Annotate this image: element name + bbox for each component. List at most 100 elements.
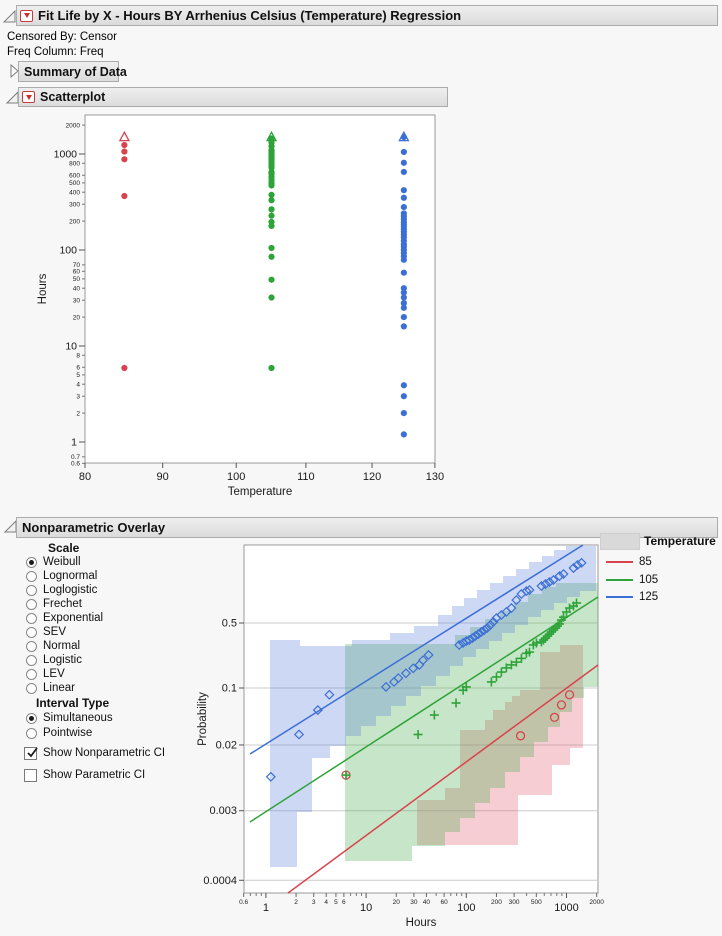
legend-entry-85[interactable]: 85 (606, 555, 652, 569)
nonparametric-overlay-title: Nonparametric Overlay (22, 520, 166, 535)
prob-x-axis-label: Hours (406, 917, 437, 929)
svg-text:20: 20 (393, 899, 401, 906)
radio-frechet[interactable]: Frechet (26, 597, 82, 611)
radio-icon[interactable] (26, 612, 37, 624)
radio-label: Logistic (43, 654, 82, 666)
censored-marker (118, 130, 130, 142)
svg-text:0.5: 0.5 (222, 618, 237, 630)
svg-text:0.6: 0.6 (239, 899, 248, 906)
svg-text:1: 1 (71, 437, 77, 449)
disclosure-closed-icon[interactable] (7, 63, 21, 78)
radio-icon[interactable] (26, 626, 37, 638)
scatter-points-125[interactable] (398, 130, 410, 438)
svg-text:2: 2 (294, 899, 298, 906)
censored-by-label: Censored By: Censor (7, 31, 117, 43)
svg-text:2: 2 (76, 410, 80, 417)
svg-text:0.003: 0.003 (209, 805, 237, 817)
summary-of-data-bar[interactable]: Summary of Data (18, 61, 127, 82)
svg-text:70: 70 (73, 262, 81, 269)
legend-line-swatch (606, 596, 633, 598)
radio-icon[interactable] (26, 712, 37, 724)
checkbox-show-parametric-ci[interactable]: Show Parametric CI (24, 768, 145, 782)
censored-marker (265, 130, 278, 142)
summary-of-data-title: Summary of Data (24, 64, 127, 79)
legend-line-swatch (606, 578, 633, 581)
radio-label: Pointwise (43, 727, 93, 739)
svg-text:1: 1 (263, 902, 269, 914)
scatter-points-85[interactable] (118, 130, 130, 372)
checkbox-icon[interactable] (24, 746, 38, 760)
disclosure-open-icon[interactable] (3, 9, 17, 24)
radio-icon[interactable] (26, 598, 37, 610)
nonparametric-overlay-bar[interactable]: Nonparametric Overlay (16, 517, 718, 538)
radio-simultaneous[interactable]: Simultaneous (26, 711, 113, 725)
svg-text:40: 40 (423, 899, 431, 906)
radio-weibull[interactable]: Weibull (26, 555, 81, 569)
svg-text:10: 10 (65, 341, 77, 353)
svg-text:100: 100 (457, 902, 475, 914)
radio-normal[interactable]: Normal (26, 639, 80, 653)
svg-text:110: 110 (297, 471, 315, 483)
red-triangle-menu-icon[interactable] (20, 9, 33, 22)
page-title: Fit Life by X - Hours BY Arrhenius Celsi… (38, 8, 462, 23)
svg-text:80: 80 (79, 471, 91, 483)
radio-label: Frechet (43, 598, 82, 610)
radio-pointwise[interactable]: Pointwise (26, 726, 92, 740)
confidence-band-85 (417, 645, 583, 845)
fit-line-125 (249, 544, 584, 755)
scatter-y-axis-label: Hours (37, 273, 49, 304)
checkbox-show-nonparametric-ci[interactable]: Show Nonparametric CI (24, 746, 165, 760)
prob-gridlines (244, 622, 598, 881)
radio-exponential[interactable]: Exponential (26, 611, 103, 625)
svg-text:3: 3 (76, 393, 80, 400)
radio-icon[interactable] (26, 668, 37, 680)
radio-icon[interactable] (26, 556, 37, 568)
svg-text:600: 600 (69, 172, 80, 179)
svg-text:100: 100 (59, 245, 77, 257)
checkbox-icon[interactable] (24, 768, 37, 782)
radio-label: Exponential (43, 612, 104, 624)
prob-axes: 0.5 0.1 0.02 0.003 0.0004 1 10 100 1000 0.6 2 3 4 5 6 2… (197, 618, 604, 929)
scatter-x-axis-label: Temperature (228, 486, 293, 498)
svg-text:500: 500 (531, 899, 542, 906)
svg-text:200: 200 (69, 218, 80, 225)
scatterplot-bar[interactable]: Scatterplot (18, 87, 448, 107)
radio-icon[interactable] (26, 584, 37, 596)
radio-label: SEV (43, 626, 67, 638)
svg-text:1000: 1000 (554, 902, 578, 914)
radio-linear[interactable]: Linear (26, 681, 75, 695)
svg-text:90: 90 (157, 471, 169, 483)
prob-points-105[interactable] (341, 598, 582, 780)
radio-lev[interactable]: LEV (26, 667, 65, 681)
prob-points-125[interactable] (265, 557, 587, 782)
radio-loglogistic[interactable]: Loglogistic (26, 583, 97, 597)
radio-label: Loglogistic (43, 584, 98, 596)
svg-text:300: 300 (69, 201, 80, 208)
legend-entry-105[interactable]: 105 (606, 573, 658, 587)
scatter-points-105[interactable] (265, 130, 278, 372)
fit-line-85 (287, 664, 599, 894)
radio-icon[interactable] (26, 640, 37, 652)
svg-text:2000: 2000 (66, 122, 81, 129)
confidence-band-105 (345, 583, 598, 861)
radio-icon[interactable] (26, 727, 37, 739)
radio-icon[interactable] (26, 570, 37, 582)
radio-sev[interactable]: SEV (26, 625, 66, 639)
freq-column-label: Freq Column: Freq (7, 46, 104, 58)
svg-text:1000: 1000 (54, 149, 78, 161)
radio-icon[interactable] (26, 682, 37, 694)
svg-text:200: 200 (491, 899, 502, 906)
scatterplot-title: Scatterplot (40, 90, 106, 104)
legend-entry-label: 105 (639, 573, 659, 586)
svg-text:50: 50 (73, 276, 81, 283)
nonparametric-overlay-chart: 0.5 0.1 0.02 0.003 0.0004 1 10 100 1000 0.6 2 3 4 5 6 2… (197, 544, 604, 929)
svg-text:0.02: 0.02 (216, 739, 237, 751)
red-triangle-menu-icon[interactable] (22, 91, 35, 103)
legend-title-swatch (600, 533, 640, 550)
radio-icon[interactable] (26, 654, 37, 666)
legend-entry-125[interactable]: 125 (606, 590, 658, 604)
radio-lognormal[interactable]: Lognormal (26, 569, 97, 583)
svg-text:4: 4 (76, 381, 80, 388)
radio-logistic[interactable]: Logistic (26, 653, 82, 667)
